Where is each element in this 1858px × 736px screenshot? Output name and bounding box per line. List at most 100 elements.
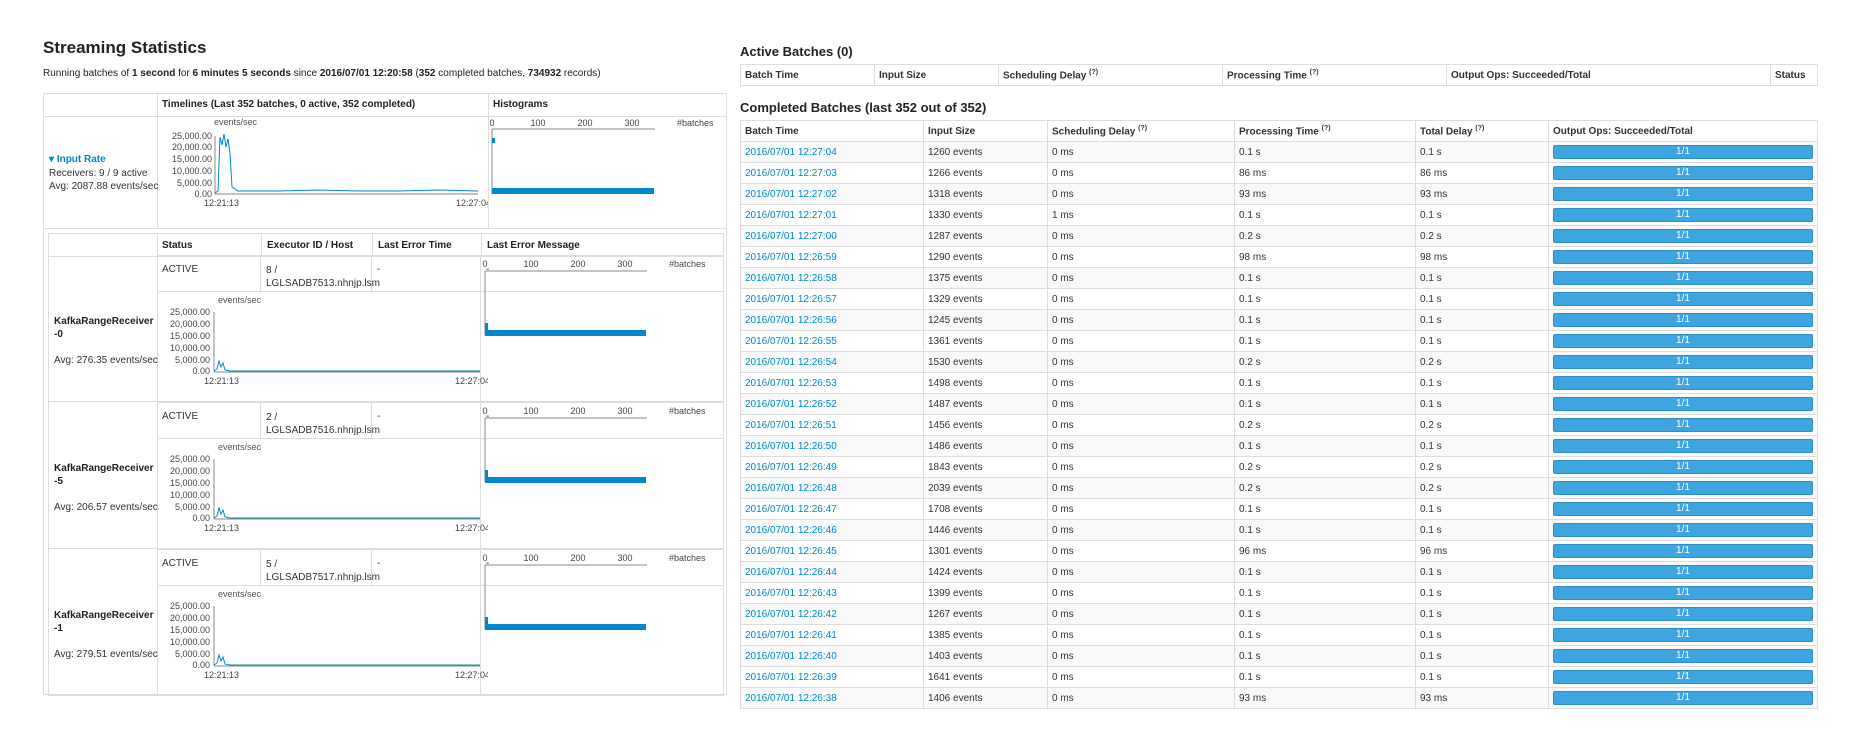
output-ops-cell: 1/1 bbox=[1548, 540, 1818, 562]
batch-link[interactable]: 2016/07/01 12:26:59 bbox=[745, 251, 837, 263]
divider bbox=[157, 585, 724, 586]
batch-link[interactable]: 2016/07/01 12:26:44 bbox=[745, 566, 837, 578]
col-input-size[interactable]: Input Size bbox=[923, 120, 1048, 142]
processing-time-cell: 96 ms bbox=[1234, 540, 1416, 562]
batch-time-link[interactable]: 2016/07/01 12:27:00 bbox=[740, 225, 924, 247]
table-row: 2016/07/01 12:27:02 1318 events 0 ms 93 ms 9… bbox=[740, 183, 1818, 205]
output-ops-cell: 1/1 bbox=[1548, 183, 1818, 205]
batch-link[interactable]: 2016/07/01 12:26:50 bbox=[745, 440, 837, 452]
batch-link[interactable]: 2016/07/01 12:27:03 bbox=[745, 167, 837, 179]
batch-time-link[interactable]: 2016/07/01 12:26:50 bbox=[740, 435, 924, 457]
batch-link[interactable]: 2016/07/01 12:26:55 bbox=[745, 335, 837, 347]
batch-link[interactable]: 2016/07/01 12:26:47 bbox=[745, 503, 837, 515]
batch-time-link[interactable]: 2016/07/01 12:26:57 bbox=[740, 288, 924, 310]
receiver-avg: Avg: 206.57 events/sec bbox=[54, 502, 158, 513]
batch-time-link[interactable]: 2016/07/01 12:26:41 bbox=[740, 624, 924, 646]
output-ops-progress-bar: 1/1 bbox=[1553, 145, 1813, 159]
batch-time-link[interactable]: 2016/07/01 12:26:48 bbox=[740, 477, 924, 499]
total-delay-cell: 0.1 s bbox=[1415, 666, 1549, 688]
batch-time-link[interactable]: 2016/07/01 12:26:46 bbox=[740, 519, 924, 541]
batch-time-link[interactable]: 2016/07/01 12:27:03 bbox=[740, 162, 924, 184]
batch-link[interactable]: 2016/07/01 12:26:38 bbox=[745, 692, 837, 704]
output-ops-progress-bar: 1/1 bbox=[1553, 439, 1813, 453]
output-ops-progress-bar: 1/1 bbox=[1553, 691, 1813, 705]
scheduling-delay-cell: 0 ms bbox=[1047, 309, 1235, 331]
col-input-size[interactable]: Input Size bbox=[874, 64, 999, 86]
batch-time-link[interactable]: 2016/07/01 12:26:58 bbox=[740, 267, 924, 289]
batch-link[interactable]: 2016/07/01 12:27:01 bbox=[745, 209, 837, 221]
receiver-section: KafkaRangeReceiver-1 Avg: 279.51 events/s… bbox=[48, 549, 724, 696]
batch-link[interactable]: 2016/07/01 12:26:56 bbox=[745, 314, 837, 326]
batch-link[interactable]: 2016/07/01 12:26:52 bbox=[745, 398, 837, 410]
batch-link[interactable]: 2016/07/01 12:26:58 bbox=[745, 272, 837, 284]
col-batch-time[interactable]: Batch Time bbox=[740, 120, 924, 142]
processing-time-cell: 0.2 s bbox=[1234, 456, 1416, 478]
batch-time-link[interactable]: 2016/07/01 12:26:38 bbox=[740, 687, 924, 709]
batch-time-link[interactable]: 2016/07/01 12:26:42 bbox=[740, 603, 924, 625]
input-rate-toggle[interactable]: ▾ Input Rate bbox=[49, 154, 106, 165]
batch-time-link[interactable]: 2016/07/01 12:27:04 bbox=[740, 141, 924, 163]
help-icon[interactable]: (?) bbox=[1475, 124, 1485, 132]
batch-link[interactable]: 2016/07/01 12:26:42 bbox=[745, 608, 837, 620]
batch-link[interactable]: 2016/07/01 12:26:57 bbox=[745, 293, 837, 305]
batch-time-link[interactable]: 2016/07/01 12:26:47 bbox=[740, 498, 924, 520]
col-output-ops[interactable]: Output Ops: Succeeded/Total bbox=[1548, 120, 1818, 142]
col-total-delay[interactable]: Total Delay (?) bbox=[1415, 120, 1549, 142]
col-scheduling-delay[interactable]: Scheduling Delay (?) bbox=[1047, 120, 1235, 142]
total-delay-cell: 0.1 s bbox=[1415, 309, 1549, 331]
batch-link[interactable]: 2016/07/01 12:26:51 bbox=[745, 419, 837, 431]
receiver-executor: 2 /LGLSADB7516.nhnjp.lsm bbox=[266, 412, 380, 436]
y-tick-label: 5,000.00 bbox=[175, 355, 210, 365]
col-processing-time[interactable]: Processing Time (?) bbox=[1222, 64, 1447, 86]
col-scheduling-delay[interactable]: Scheduling Delay (?) bbox=[998, 64, 1223, 86]
batch-link[interactable]: 2016/07/01 12:26:45 bbox=[745, 545, 837, 557]
batch-time-link[interactable]: 2016/07/01 12:26:43 bbox=[740, 582, 924, 604]
help-icon[interactable]: (?) bbox=[1321, 124, 1331, 132]
receiver-executor: 5 /LGLSADB7517.nhnjp.lsm bbox=[266, 559, 380, 583]
processing-time-cell: 93 ms bbox=[1234, 687, 1416, 709]
batch-time-link[interactable]: 2016/07/01 12:26:49 bbox=[740, 456, 924, 478]
batch-link[interactable]: 2016/07/01 12:26:41 bbox=[745, 629, 837, 641]
col-batch-time[interactable]: Batch Time bbox=[740, 64, 875, 86]
batch-link[interactable]: 2016/07/01 12:27:02 bbox=[745, 188, 837, 200]
batch-time-link[interactable]: 2016/07/01 12:26:56 bbox=[740, 309, 924, 331]
histogram-tick: 300 bbox=[624, 118, 639, 128]
batch-time-link[interactable]: 2016/07/01 12:26:45 bbox=[740, 540, 924, 562]
receivers-header-status: Status bbox=[162, 240, 193, 251]
col-status[interactable]: Status bbox=[1770, 64, 1818, 86]
scheduling-delay-cell: 0 ms bbox=[1047, 393, 1235, 415]
batch-link[interactable]: 2016/07/01 12:26:40 bbox=[745, 650, 837, 662]
batch-time-link[interactable]: 2016/07/01 12:26:54 bbox=[740, 351, 924, 373]
batch-link[interactable]: 2016/07/01 12:26:46 bbox=[745, 524, 837, 536]
batch-time-link[interactable]: 2016/07/01 12:26:40 bbox=[740, 645, 924, 667]
receiver-rate-line bbox=[213, 506, 480, 519]
col-processing-time[interactable]: Processing Time (?) bbox=[1234, 120, 1416, 142]
batch-time-link[interactable]: 2016/07/01 12:27:01 bbox=[740, 204, 924, 226]
help-icon[interactable]: (?) bbox=[1089, 68, 1099, 76]
batch-time-link[interactable]: 2016/07/01 12:26:59 bbox=[740, 246, 924, 268]
batch-link[interactable]: 2016/07/01 12:27:00 bbox=[745, 230, 837, 242]
receiver-histogram: 0 100 200 300 #batches bbox=[482, 553, 706, 630]
help-icon[interactable]: (?) bbox=[1309, 68, 1319, 76]
help-icon[interactable]: (?) bbox=[1138, 124, 1148, 132]
batch-time-link[interactable]: 2016/07/01 12:26:52 bbox=[740, 393, 924, 415]
batch-time-link[interactable]: 2016/07/01 12:27:02 bbox=[740, 183, 924, 205]
batch-link[interactable]: 2016/07/01 12:26:49 bbox=[745, 461, 837, 473]
batch-link[interactable]: 2016/07/01 12:26:39 bbox=[745, 671, 837, 683]
total-delay-cell: 93 ms bbox=[1415, 687, 1549, 709]
batch-link[interactable]: 2016/07/01 12:27:04 bbox=[745, 146, 837, 158]
batch-link[interactable]: 2016/07/01 12:26:43 bbox=[745, 587, 837, 599]
receiver-rate-line bbox=[213, 653, 480, 666]
histogram-unit: #batches bbox=[669, 406, 706, 416]
batch-link[interactable]: 2016/07/01 12:26:53 bbox=[745, 377, 837, 389]
batch-time-link[interactable]: 2016/07/01 12:26:55 bbox=[740, 330, 924, 352]
batch-link[interactable]: 2016/07/01 12:26:48 bbox=[745, 482, 837, 494]
batch-time-link[interactable]: 2016/07/01 12:26:44 bbox=[740, 561, 924, 583]
batch-link[interactable]: 2016/07/01 12:26:54 bbox=[745, 356, 837, 368]
col-output-ops[interactable]: Output Ops: Succeeded/Total bbox=[1446, 64, 1771, 86]
batch-time-link[interactable]: 2016/07/01 12:26:53 bbox=[740, 372, 924, 394]
output-ops-progress-bar: 1/1 bbox=[1553, 292, 1813, 306]
batch-time-link[interactable]: 2016/07/01 12:26:39 bbox=[740, 666, 924, 688]
batch-time-link[interactable]: 2016/07/01 12:26:51 bbox=[740, 414, 924, 436]
